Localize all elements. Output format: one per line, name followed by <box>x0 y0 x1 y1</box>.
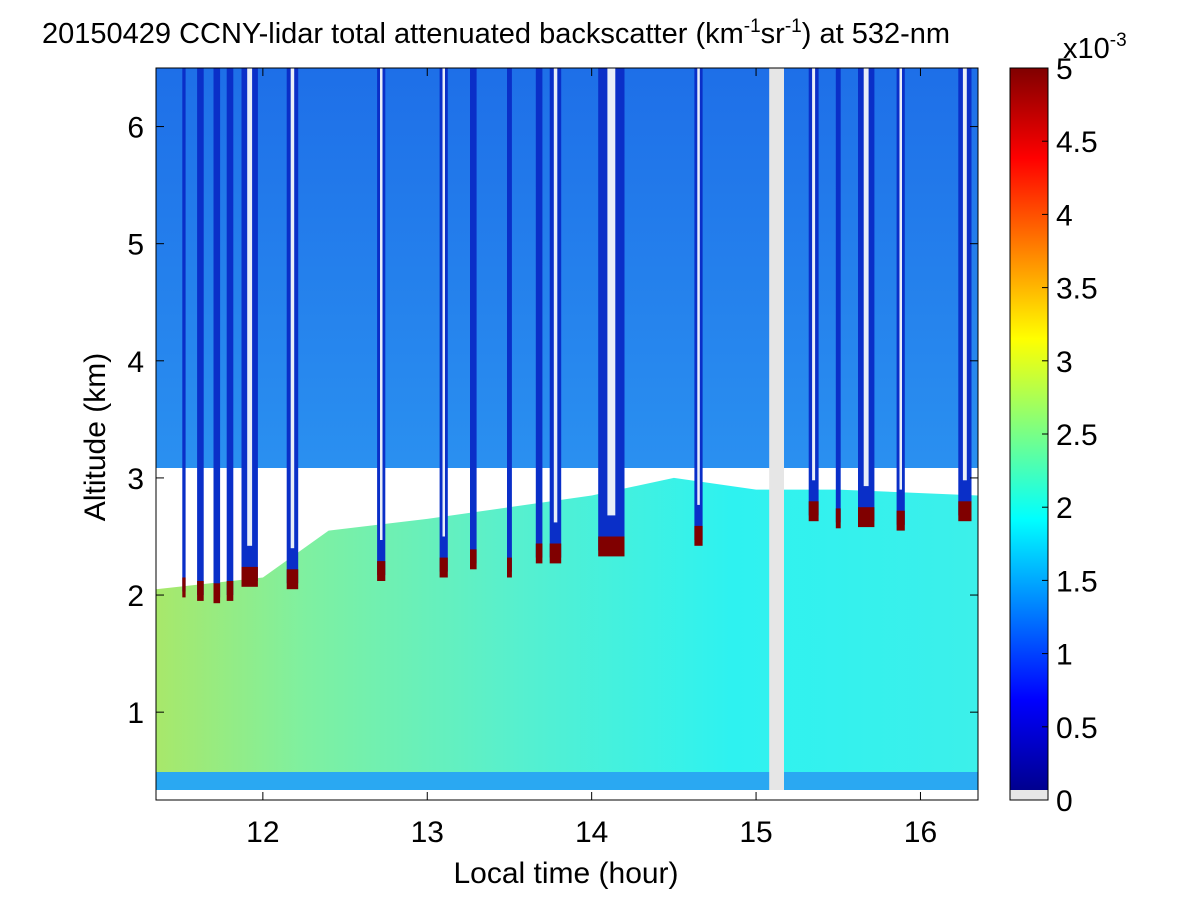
y-tick-label: 6 <box>127 112 144 145</box>
y-axis-label: Altitude (km) <box>79 353 112 521</box>
cloud-noise-streak <box>607 68 616 516</box>
y-tick-label: 3 <box>127 463 144 496</box>
cloud-columns <box>182 68 972 604</box>
cloud-base-patch <box>439 557 448 578</box>
plot-frame <box>155 67 979 801</box>
colorbar-tick-label: 1 <box>1056 639 1073 672</box>
colorbar-ticks: 0 0.5 1 1.5 2 2.5 3 3.5 4 4.5 5 <box>1042 53 1098 818</box>
cloud-attenuation-column <box>182 68 186 592</box>
cloud-attenuation-column <box>213 68 221 598</box>
near-surface-band <box>156 772 978 790</box>
cloud-noise-streak <box>380 68 383 540</box>
x-tick-label: 12 <box>246 816 279 849</box>
y-tick-label: 2 <box>127 580 144 613</box>
colorbar: 0 0.5 1 1.5 2 2.5 3 3.5 4 4.5 5 x10-3 <box>1009 30 1127 818</box>
x-tick-label: 14 <box>575 816 608 849</box>
colorbar-tick-label: 0 <box>1056 785 1073 818</box>
colorbar-multiplier: x10-3 <box>1063 30 1127 65</box>
cloud-base-patch <box>470 549 477 570</box>
cloud-noise-streak <box>697 68 700 505</box>
missing-data-gap <box>769 68 784 790</box>
y-tick-label: 4 <box>127 346 144 379</box>
colorbar-gradient <box>1010 68 1048 790</box>
cloud-base-patch <box>213 583 221 604</box>
colorbar-tick-label: 0.5 <box>1056 712 1098 745</box>
cloud-base-patch <box>549 543 562 564</box>
y-axis-ticks: 1 2 3 4 5 6 <box>127 112 978 730</box>
x-axis-label: Local time (hour) <box>453 857 678 890</box>
cloud-base-patch <box>896 510 905 531</box>
cloud-attenuation-column <box>226 68 234 595</box>
y-tick-label: 1 <box>127 697 144 730</box>
cloud-base-patch <box>835 508 841 529</box>
free-troposphere-field <box>156 68 978 468</box>
cloud-noise-streak <box>290 68 295 549</box>
cloud-noise-streak <box>442 68 445 537</box>
cloud-noise-streak <box>962 68 967 481</box>
cloud-base-patch <box>182 577 186 598</box>
aerosol-layer-field <box>156 477 978 790</box>
cloud-noise-streak <box>247 68 253 546</box>
cloud-attenuation-column <box>535 68 543 558</box>
cloud-attenuation-column <box>197 68 204 595</box>
cloud-attenuation-column <box>835 68 841 523</box>
cloud-noise-streak <box>812 68 816 481</box>
colorbar-tick-label: 4.5 <box>1056 126 1098 159</box>
cloud-base-patch <box>598 536 625 557</box>
colorbar-tick-label: 1.5 <box>1056 565 1098 598</box>
x-tick-label: 16 <box>904 816 937 849</box>
cloud-base-patch <box>241 566 258 587</box>
x-axis-ticks: 12 13 14 15 16 <box>246 68 937 849</box>
cloud-base-patch <box>226 581 234 601</box>
y-tick-label: 5 <box>127 229 144 262</box>
colorbar-tick-label: 4 <box>1056 199 1073 232</box>
cloud-base-patch <box>808 501 819 522</box>
cloud-attenuation-column <box>507 68 512 572</box>
cloud-noise-streak <box>553 68 558 523</box>
x-tick-label: 15 <box>739 816 772 849</box>
cloud-base-patch <box>286 569 299 590</box>
cloud-base-patch <box>958 501 972 522</box>
heatmap-plot-area <box>156 68 978 790</box>
cloud-base-patch <box>507 557 512 578</box>
cloud-base-patch <box>377 561 386 581</box>
chart-title: 20150429 CCNY-lidar total attenuated bac… <box>42 16 950 50</box>
colorbar-zero-band <box>1010 790 1048 800</box>
x-tick-label: 13 <box>411 816 444 849</box>
cloud-noise-streak <box>899 68 902 490</box>
cloud-noise-streak <box>863 68 869 487</box>
colorbar-tick-label: 5 <box>1056 53 1073 86</box>
colorbar-tick-label: 2.5 <box>1056 419 1098 452</box>
cloud-base-patch <box>694 525 703 546</box>
cloud-base-patch <box>197 581 204 601</box>
cloud-base-patch <box>535 543 543 564</box>
colorbar-tick-label: 3.5 <box>1056 273 1098 306</box>
cloud-attenuation-column <box>470 68 477 564</box>
colorbar-tick-label: 3 <box>1056 346 1073 379</box>
cloud-base-patch <box>858 507 875 528</box>
colorbar-tick-label: 2 <box>1056 492 1073 525</box>
